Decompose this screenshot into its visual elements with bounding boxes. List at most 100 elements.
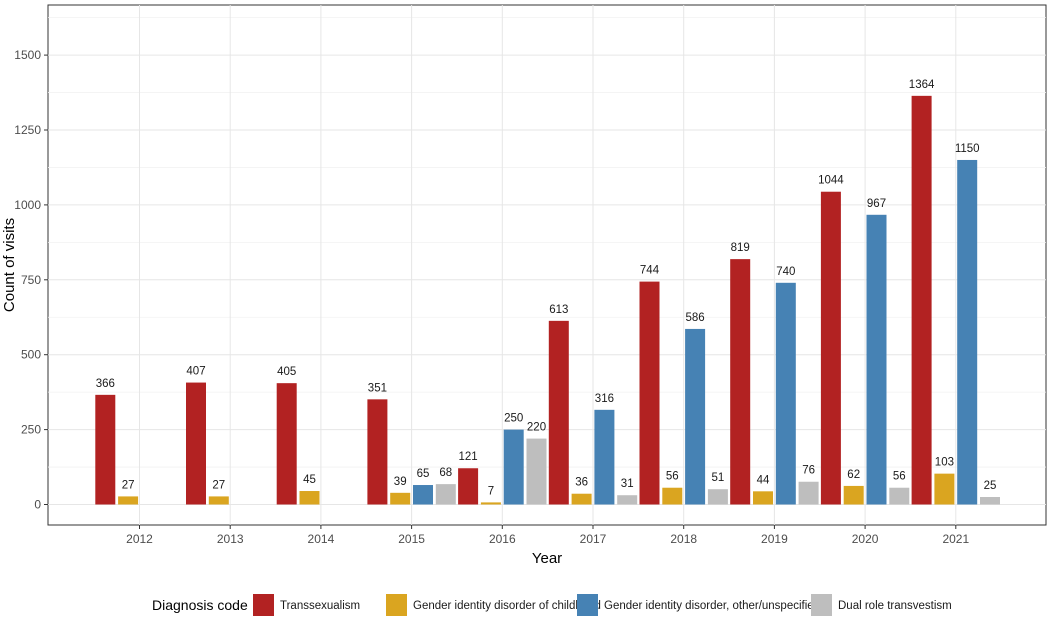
bar	[503, 429, 524, 505]
data-label: 250	[504, 413, 523, 425]
bar	[934, 473, 955, 505]
data-label: 121	[459, 451, 478, 463]
data-label: 1364	[909, 79, 935, 91]
bar	[208, 496, 229, 505]
y-tick-label: 750	[21, 273, 41, 287]
bar	[685, 328, 706, 505]
bar	[639, 281, 660, 505]
data-label: 31	[621, 478, 634, 490]
bar	[435, 484, 456, 505]
x-tick-label: 2016	[489, 532, 516, 546]
data-label: 819	[731, 242, 750, 254]
data-label: 68	[439, 467, 452, 479]
x-tick-label: 2019	[761, 532, 788, 546]
y-axis-ticks: 0 250 500 750 1000 1250 1500	[14, 48, 48, 512]
bar	[911, 95, 932, 505]
data-label: 56	[893, 471, 906, 483]
data-label: 76	[802, 465, 815, 477]
data-label: 407	[186, 366, 205, 378]
data-label: 27	[212, 479, 225, 491]
bar	[843, 485, 864, 505]
data-label: 744	[640, 265, 660, 277]
x-axis-title: Year	[532, 550, 562, 567]
data-label: 27	[122, 479, 135, 491]
y-tick-label: 1500	[14, 48, 41, 62]
bar	[390, 492, 411, 505]
data-label: 56	[666, 471, 679, 483]
bar	[594, 409, 615, 505]
x-tick-label: 2021	[942, 532, 969, 546]
legend-title: Diagnosis code	[152, 597, 248, 613]
data-label: 103	[935, 457, 954, 469]
data-label: 51	[712, 472, 725, 484]
bar	[458, 468, 479, 505]
data-label: 351	[368, 382, 387, 394]
y-tick-label: 1250	[14, 123, 41, 137]
data-label: 405	[277, 366, 296, 378]
data-label: 1150	[955, 143, 980, 155]
bar	[730, 259, 751, 505]
data-label: 45	[303, 474, 316, 486]
data-label: 613	[549, 304, 568, 316]
y-axis-title: Count of visits	[1, 218, 18, 312]
data-label: 62	[847, 469, 860, 481]
x-tick-label: 2014	[308, 532, 335, 546]
data-label: 740	[776, 266, 795, 278]
bar	[571, 493, 592, 505]
data-label: 220	[527, 422, 546, 434]
legend-label: Transsexualism	[280, 600, 360, 612]
x-tick-label: 2017	[580, 532, 607, 546]
legend-key	[577, 594, 598, 616]
x-tick-label: 2018	[670, 532, 697, 546]
bar	[413, 485, 433, 505]
data-labels: 366 27 407 27 405 45 351 39 65 68 121 7 250 220 613 36 3…	[96, 79, 997, 498]
bar	[367, 399, 388, 505]
data-label: 1044	[818, 175, 844, 187]
bar	[957, 159, 978, 505]
legend-label: Gender identity disorder, other/unspecif…	[604, 600, 820, 612]
legend-key	[386, 594, 407, 616]
bar	[526, 438, 547, 505]
bar	[276, 383, 297, 505]
bar	[866, 214, 887, 505]
data-label: 586	[686, 312, 705, 324]
bar	[95, 394, 116, 505]
bar	[548, 320, 569, 505]
legend-label: Dual role transvestism	[838, 600, 952, 612]
x-tick-label: 2020	[852, 532, 879, 546]
data-label: 44	[757, 474, 770, 486]
data-label: 366	[96, 378, 115, 390]
x-axis-ticks: 2012 2013 2014 2015 2016 2017 2018 2019 2020 2021	[126, 525, 969, 546]
bar	[617, 495, 638, 505]
bar	[820, 191, 841, 505]
y-tick-label: 1000	[14, 198, 41, 212]
data-label: 25	[984, 480, 997, 492]
y-tick-label: 250	[21, 423, 41, 437]
data-label: 39	[394, 476, 407, 488]
bar	[480, 502, 501, 505]
bar	[980, 497, 1000, 505]
bar	[662, 487, 683, 505]
bar	[186, 382, 206, 505]
bar	[775, 282, 796, 505]
legend-label: Gender identity disorder of childhood	[413, 600, 601, 612]
legend-key	[811, 594, 832, 616]
x-tick-label: 2013	[217, 532, 244, 546]
bar	[753, 491, 773, 505]
data-label: 316	[595, 393, 614, 405]
bar	[118, 496, 139, 505]
x-tick-label: 2015	[398, 532, 425, 546]
bars	[95, 95, 1000, 505]
bar	[798, 481, 819, 505]
bar	[299, 491, 320, 505]
data-label: 36	[575, 477, 588, 489]
bar	[889, 487, 910, 505]
legend-key	[253, 594, 274, 616]
x-tick-label: 2012	[126, 532, 153, 546]
data-label: 65	[417, 468, 430, 480]
y-tick-label: 0	[34, 498, 41, 512]
data-label: 967	[867, 198, 886, 210]
legend: Diagnosis code Transsexualism Gender iden…	[152, 594, 952, 616]
y-tick-label: 500	[21, 348, 41, 362]
